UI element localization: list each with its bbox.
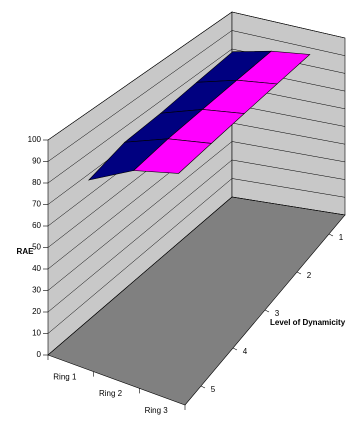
x-tick-label: Ring 3: [145, 406, 169, 415]
y-axis-title: RAE: [17, 247, 35, 256]
depth-tick-label: 3: [275, 309, 280, 318]
depth-tick: [296, 271, 302, 275]
depth-axis-title: Level of Dynamicity: [270, 318, 346, 327]
depth-tick-label: 2: [307, 271, 312, 280]
grid-line: [47, 159, 346, 313]
y-tick-label: 100: [28, 135, 42, 144]
depth-tick: [328, 233, 334, 237]
grid-line: [47, 30, 346, 162]
depth-tick-label: 4: [243, 347, 248, 356]
depth-tick-label: 5: [211, 385, 216, 394]
depth-tick: [200, 385, 206, 389]
y-tick-label: 80: [32, 178, 41, 187]
grid-line: [47, 11, 346, 141]
surface-cell: [132, 138, 213, 174]
grid-line: [47, 178, 346, 334]
x-tick-label: Ring 1: [53, 372, 77, 381]
y-tick-label: 70: [32, 200, 41, 209]
depth-tick: [232, 347, 238, 351]
y-tick-label: 60: [32, 221, 41, 230]
grid-line: [47, 141, 346, 291]
y-tick-label: 30: [32, 286, 41, 295]
y-tick-label: 90: [32, 157, 41, 166]
y-tick-label: 20: [32, 307, 41, 316]
depth-tick-label: 1: [339, 233, 344, 242]
y-tick-label: 0: [37, 350, 42, 359]
y-tick-label: 40: [32, 264, 41, 273]
back-wall: [231, 11, 346, 216]
y-tick-label: 10: [32, 329, 41, 338]
depth-tick: [264, 309, 270, 313]
grid-line: [47, 48, 346, 184]
x-tick-label: Ring 2: [99, 389, 123, 398]
y-tick-label: 50: [32, 243, 41, 252]
grid-line: [47, 196, 346, 356]
